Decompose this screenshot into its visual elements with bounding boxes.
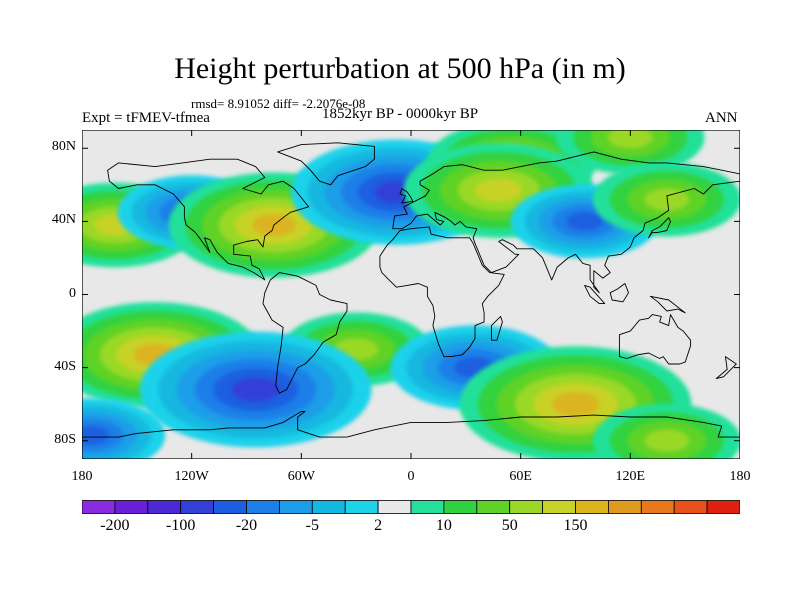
period-label: 1852kyr BP - 0000kyr BP xyxy=(322,106,479,122)
stats-subtitle: rmsd= 8.91052 diff= -2.2076e-08 xyxy=(191,96,366,111)
lon-label: 180 xyxy=(729,469,751,484)
coastline-south-america xyxy=(262,272,348,394)
colorbar-box xyxy=(114,500,149,514)
coastline-new-zealand xyxy=(715,356,737,380)
coastlines xyxy=(82,142,740,459)
anomaly-s-pacific-low xyxy=(139,331,372,448)
colorbar-box xyxy=(640,500,675,514)
colorbar xyxy=(82,500,740,514)
anomaly-antarctic-low xyxy=(82,398,166,459)
lon-label: 180 xyxy=(71,469,93,484)
coastline-new-guinea xyxy=(649,295,686,314)
colorbar-box xyxy=(278,500,313,514)
anomaly-contour xyxy=(475,178,523,203)
coastline-australia xyxy=(618,314,692,365)
colorbar-box xyxy=(542,500,576,514)
colorbar-box xyxy=(706,500,740,514)
anomaly-antarctic-high xyxy=(592,403,740,459)
anomaly-contour xyxy=(644,429,690,452)
colorbar-label: -5 xyxy=(305,517,319,534)
lon-label: 60E xyxy=(509,469,532,484)
anomaly-contour xyxy=(607,130,653,149)
anomaly-contour xyxy=(82,426,110,445)
coastline-sumatra xyxy=(584,284,606,305)
anomaly-contour xyxy=(231,377,280,402)
colorbar-label: 10 xyxy=(435,517,452,534)
chart-title: Height perturbation at 500 hPa (in m) xyxy=(174,52,626,85)
colorbar-box xyxy=(608,500,642,514)
anomaly-contour xyxy=(551,392,600,417)
lon-label: 120E xyxy=(615,469,646,484)
coastline-japan xyxy=(648,217,671,239)
colorbar-box xyxy=(213,500,247,514)
anomaly-arctic-high xyxy=(556,130,705,175)
colorbar-label: -100 xyxy=(166,517,196,534)
colorbar-box xyxy=(377,500,412,514)
lat-label: 80S xyxy=(54,431,76,447)
colorbar-box xyxy=(575,500,609,514)
colorbar-box xyxy=(673,500,708,514)
lon-label: 120W xyxy=(174,469,209,484)
coastline-north-america xyxy=(107,158,310,281)
lat-label: 40S xyxy=(54,358,76,374)
anomaly-japan-high xyxy=(592,162,740,237)
colorbar-box xyxy=(311,500,346,514)
colorbar-box xyxy=(509,500,544,514)
colorbar-label: -200 xyxy=(100,517,130,534)
colorbar-label: 150 xyxy=(563,517,588,534)
colorbar-box xyxy=(147,500,182,514)
colorbar-box xyxy=(82,500,116,514)
lat-label: 0 xyxy=(69,285,76,301)
coastline-uk xyxy=(399,188,414,204)
season-label: ANN xyxy=(705,110,738,126)
coastline-eurasia xyxy=(392,151,740,294)
coastline-madagascar xyxy=(490,315,503,341)
coastline-africa xyxy=(379,226,505,358)
coastline-antarctica xyxy=(82,411,740,459)
colorbar-label: 2 xyxy=(374,517,383,534)
anomaly-contour xyxy=(566,212,603,231)
coastline-borneo xyxy=(609,283,629,303)
anomaly-contour xyxy=(644,188,690,211)
colorbar-box xyxy=(246,500,280,514)
colorbar-box xyxy=(344,500,379,514)
colorbar-box xyxy=(443,500,478,514)
lon-label: 60W xyxy=(287,469,315,484)
experiment-label: Expt = tFMEV-tfmea xyxy=(82,110,210,126)
lon-label: 0 xyxy=(407,469,415,484)
map-plot xyxy=(82,130,740,459)
colorbar-label: 50 xyxy=(501,517,518,534)
anomaly-field xyxy=(82,130,740,459)
lat-label: 80N xyxy=(51,139,76,155)
colorbar-label: -20 xyxy=(235,517,258,534)
colorbar-box xyxy=(410,500,445,514)
lat-label: 40N xyxy=(51,212,76,228)
coastline-greenland xyxy=(277,142,375,186)
axis-ticks xyxy=(82,130,740,459)
colorbar-box xyxy=(180,500,214,514)
colorbar-box xyxy=(476,500,511,514)
